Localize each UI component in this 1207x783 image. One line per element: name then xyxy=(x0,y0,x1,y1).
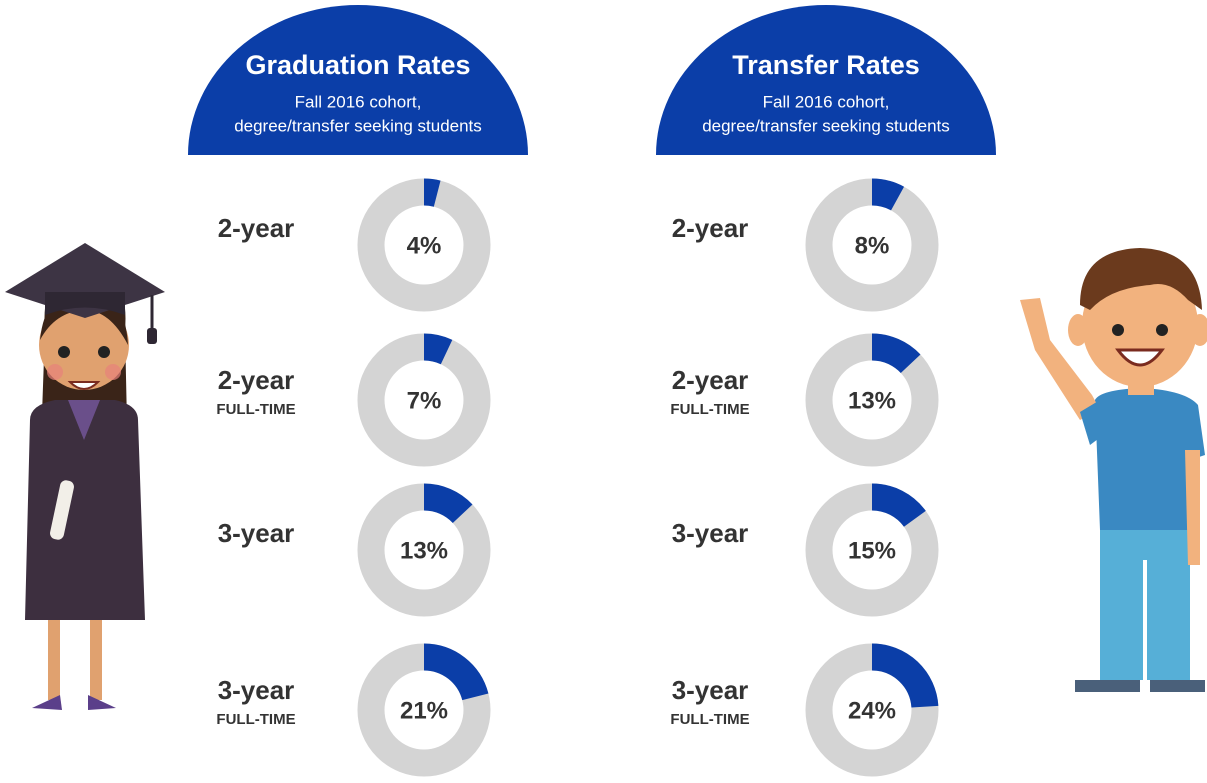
panel-subtitle: Fall 2016 cohort, xyxy=(763,92,890,111)
row-label: 2-year xyxy=(218,213,295,243)
donut-segment xyxy=(423,333,453,365)
donut-value-label: 8% xyxy=(855,232,890,259)
donut-value-label: 13% xyxy=(848,387,896,414)
donut-value-label: 21% xyxy=(400,697,448,724)
panel-subtitle: degree/transfer seeking students xyxy=(234,116,482,135)
row-label: 3-year xyxy=(218,675,295,705)
donut-segment xyxy=(871,483,926,528)
row-note: FULL-TIME xyxy=(670,711,749,728)
row-label: 2-year xyxy=(672,365,749,395)
donut-segment xyxy=(423,643,489,701)
donut-value-label: 15% xyxy=(848,537,896,564)
panel-title: Transfer Rates xyxy=(732,50,920,80)
donut-value-label: 7% xyxy=(407,387,442,414)
donut-segment xyxy=(423,483,473,524)
row-label: 3-year xyxy=(672,675,749,705)
row-label: 3-year xyxy=(218,518,295,548)
panel-title: Graduation Rates xyxy=(245,50,470,80)
header-shape xyxy=(188,5,528,155)
row-note: FULL-TIME xyxy=(670,401,749,418)
donut-segment xyxy=(871,178,905,211)
row-label: 3-year xyxy=(672,518,749,548)
panel-subtitle: degree/transfer seeking students xyxy=(702,116,950,135)
donut-segment xyxy=(871,643,939,709)
donut-value-label: 24% xyxy=(848,697,896,724)
panel-subtitle: Fall 2016 cohort, xyxy=(295,92,422,111)
donut-value-label: 4% xyxy=(407,232,442,259)
row-label: 2-year xyxy=(672,213,749,243)
donut-value-label: 13% xyxy=(400,537,448,564)
donut-segment xyxy=(871,333,921,374)
row-note: FULL-TIME xyxy=(216,711,295,728)
row-note: FULL-TIME xyxy=(216,401,295,418)
student-illustration xyxy=(1020,248,1207,692)
header-shape xyxy=(656,5,996,155)
donut-segment xyxy=(423,178,441,207)
graduate-illustration xyxy=(5,243,165,710)
row-label: 2-year xyxy=(218,365,295,395)
